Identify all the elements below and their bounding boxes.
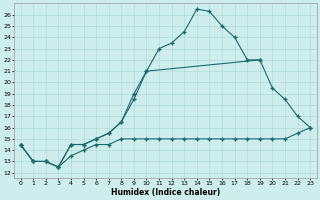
X-axis label: Humidex (Indice chaleur): Humidex (Indice chaleur) — [111, 188, 220, 197]
